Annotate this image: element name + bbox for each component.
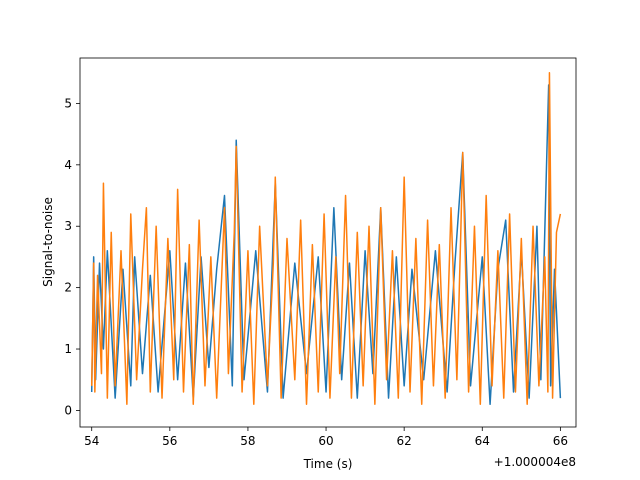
y-tick-label: 5 <box>64 96 72 110</box>
x-tick-label: 56 <box>162 434 177 448</box>
series-line-2 <box>90 71 562 406</box>
x-offset-label: +1.000004e8 <box>494 455 576 469</box>
x-tick-label: 66 <box>553 434 568 448</box>
x-axis: 54 56 58 60 62 64 66 <box>84 427 568 448</box>
x-tick-label: 60 <box>318 434 333 448</box>
x-tick-label: 64 <box>475 434 490 448</box>
y-tick-label: 1 <box>64 342 72 356</box>
y-tick-label: 3 <box>64 219 72 233</box>
y-tick-label: 2 <box>64 281 72 295</box>
x-tick-label: 62 <box>397 434 412 448</box>
x-tick-label: 58 <box>240 434 255 448</box>
plot-area-frame <box>79 57 577 428</box>
y-axis: 0 1 2 3 4 5 <box>64 96 80 417</box>
x-axis-label: Time (s) <box>303 457 353 471</box>
y-tick-label: 4 <box>64 158 72 172</box>
x-tick-label: 54 <box>84 434 99 448</box>
series-layer <box>90 71 562 406</box>
y-tick-label: 0 <box>64 403 72 417</box>
y-axis-label: Signal-to-noise <box>41 197 55 287</box>
